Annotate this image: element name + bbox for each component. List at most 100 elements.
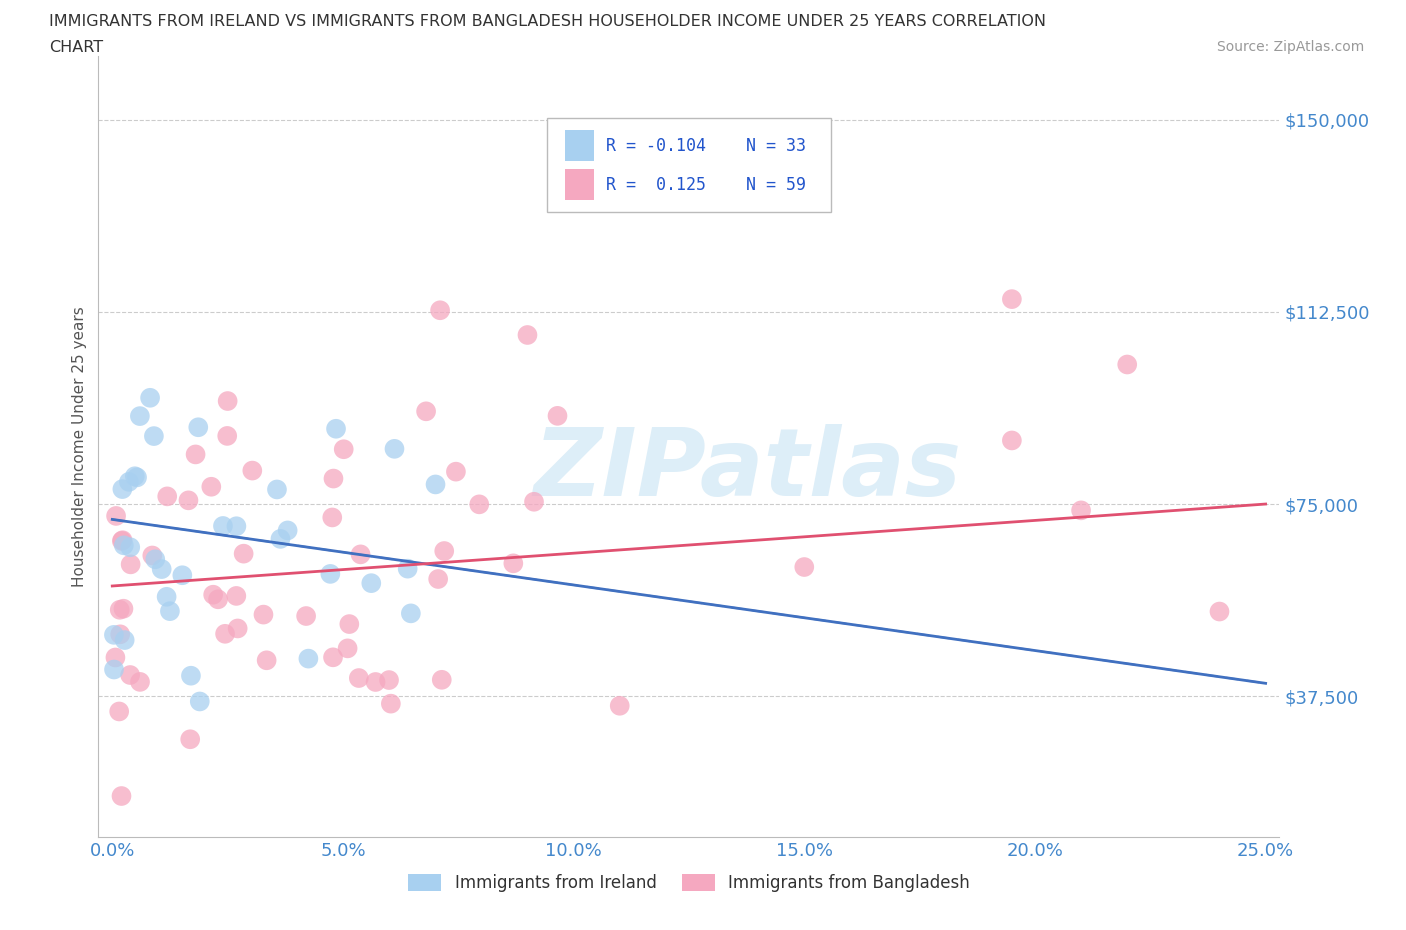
Point [225, 519, 247, 534]
Point [108, 704, 131, 719]
Point [125, 470, 148, 485]
Point [523, 495, 546, 510]
Point [111, 534, 134, 549]
Point [179, 732, 201, 747]
Point [103, 628, 125, 643]
Point [430, 672, 453, 687]
Point [118, 474, 141, 489]
Text: IMMIGRANTS FROM IRELAND VS IMMIGRANTS FROM BANGLADESH HOUSEHOLDER INCOME UNDER 2: IMMIGRANTS FROM IRELAND VS IMMIGRANTS FR… [49, 14, 1046, 29]
Point [240, 463, 263, 478]
Point [1001, 433, 1024, 448]
Point [266, 482, 288, 497]
Point [502, 556, 524, 571]
Point [384, 442, 406, 457]
Point [180, 669, 202, 684]
Point [360, 576, 382, 591]
Point [143, 551, 166, 566]
Point [347, 671, 370, 685]
Point [322, 650, 344, 665]
Point [415, 404, 437, 418]
Point [207, 591, 229, 606]
Point [187, 419, 209, 434]
Point [1116, 357, 1139, 372]
Point [141, 548, 163, 563]
Legend: Immigrants from Ireland, Immigrants from Bangladesh: Immigrants from Ireland, Immigrants from… [401, 868, 977, 899]
Point [277, 523, 299, 538]
Point [108, 627, 131, 642]
Text: ZIPatlas: ZIPatlas [534, 424, 962, 516]
Point [202, 587, 225, 602]
Point [433, 543, 456, 558]
Point [380, 697, 402, 711]
Point [172, 568, 194, 583]
Point [547, 408, 569, 423]
Point [516, 327, 538, 342]
Point [156, 489, 179, 504]
Point [212, 519, 235, 534]
Text: Source: ZipAtlas.com: Source: ZipAtlas.com [1216, 40, 1364, 54]
Point [468, 497, 491, 512]
Point [399, 606, 422, 621]
Point [105, 509, 128, 524]
Bar [565, 130, 595, 161]
Point [444, 464, 467, 479]
Point [319, 566, 342, 581]
FancyBboxPatch shape [547, 118, 831, 212]
Point [322, 472, 344, 486]
Point [429, 303, 451, 318]
Point [217, 429, 239, 444]
Point [177, 493, 200, 508]
Point [321, 510, 343, 525]
Point [103, 662, 125, 677]
Text: CHART: CHART [49, 40, 103, 55]
Point [112, 602, 135, 617]
Point [114, 632, 136, 647]
Point [111, 482, 134, 497]
Point [129, 674, 152, 689]
Point [378, 672, 401, 687]
Point [120, 557, 142, 572]
Point [336, 641, 359, 656]
Point [120, 539, 142, 554]
Point [325, 421, 347, 436]
Text: R =  0.125    N = 59: R = 0.125 N = 59 [606, 176, 806, 193]
Point [427, 572, 450, 587]
Point [150, 562, 173, 577]
Point [226, 621, 249, 636]
Point [232, 546, 254, 561]
Point [1208, 604, 1230, 619]
Point [396, 561, 419, 576]
Point [200, 479, 222, 494]
Point [793, 560, 815, 575]
Text: R = -0.104    N = 33: R = -0.104 N = 33 [606, 137, 806, 154]
Point [217, 393, 239, 408]
Point [120, 668, 142, 683]
Point [225, 589, 247, 604]
Point [159, 604, 181, 618]
Point [104, 650, 127, 665]
Point [214, 627, 236, 642]
Point [111, 533, 134, 548]
Point [156, 590, 179, 604]
Point [188, 694, 211, 709]
Point [364, 674, 387, 689]
Point [1001, 292, 1024, 307]
Point [124, 469, 146, 484]
Point [609, 698, 631, 713]
Point [349, 547, 371, 562]
Point [128, 408, 150, 423]
Bar [565, 169, 595, 200]
Point [269, 531, 291, 546]
Point [108, 603, 131, 618]
Point [295, 608, 318, 623]
Point [110, 789, 132, 804]
Y-axis label: Householder Income Under 25 years: Householder Income Under 25 years [72, 306, 87, 587]
Point [142, 429, 165, 444]
Point [256, 653, 278, 668]
Point [1070, 503, 1092, 518]
Point [297, 651, 319, 666]
Point [139, 391, 162, 405]
Point [425, 477, 447, 492]
Point [252, 607, 274, 622]
Point [184, 447, 207, 462]
